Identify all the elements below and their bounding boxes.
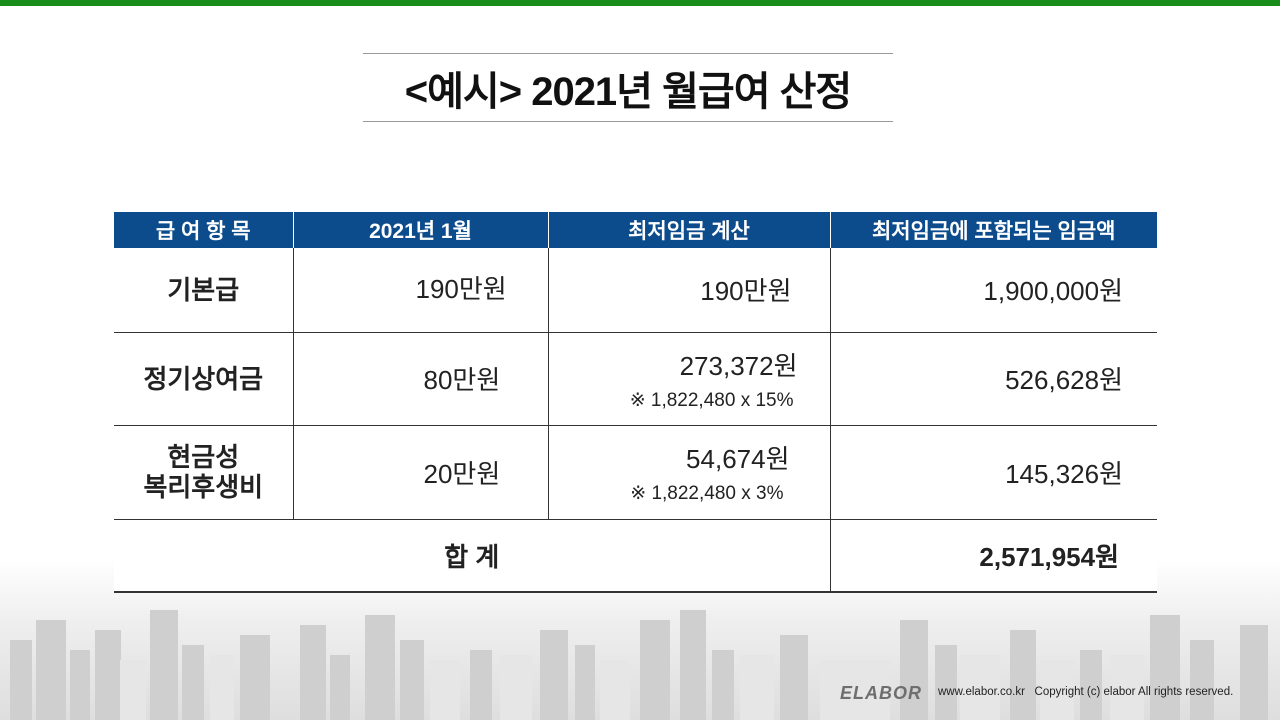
row-item-label: 정기상여금 [114, 332, 293, 426]
total-label: 합 계 [114, 519, 830, 593]
row-january-value: 80만원 [292, 332, 548, 426]
row-item-label: 기본급 [114, 248, 293, 333]
calc-note: ※ 1,822,480 x 15% [629, 389, 794, 411]
row-january-value: 190만원 [292, 248, 548, 333]
row-january-value: 20만원 [292, 425, 548, 520]
title-box: <예시> 2021년 월급여 산정 [363, 53, 893, 122]
row-item-label: 현금성 복리후생비 [114, 425, 293, 520]
page-title: <예시> 2021년 월급여 산정 [404, 69, 852, 114]
row-amount: 1,900,000원 [829, 248, 1157, 333]
table-row: 현금성 복리후생비 20만원 54,674원 ※ 1,822,480 x 3% … [114, 425, 1157, 520]
city-skyline-illustration [10, 610, 1268, 720]
table-total-row: 합 계 2,571,954원 [114, 519, 1157, 593]
table-row: 기본급 190만원 190만원 1,900,000원 [114, 248, 1157, 333]
row-calc-value: 190만원 [547, 248, 830, 333]
footer-copyright: www.elabor.co.kr Copyright (c) elabor Al… [938, 686, 1234, 698]
salary-table: 급 여 항 목 2021년 1월 최저임금 계산 최저임금에 포함되는 임금액 … [114, 212, 1157, 593]
header-min-wage-calc: 최저임금 계산 [547, 212, 830, 248]
row-calc-value: 273,372원 ※ 1,822,480 x 15% [547, 332, 830, 426]
row-calc-value: 54,674원 ※ 1,822,480 x 3% [547, 425, 830, 520]
header-item: 급 여 항 목 [114, 212, 293, 248]
row-amount: 526,628원 [829, 332, 1157, 426]
header-january: 2021년 1월 [292, 212, 548, 248]
table-header-row: 급 여 항 목 2021년 1월 최저임금 계산 최저임금에 포함되는 임금액 [114, 212, 1157, 248]
elabor-logo: ELABOR [840, 683, 922, 703]
top-accent-bar [0, 0, 1280, 6]
row-amount: 145,326원 [829, 425, 1157, 520]
calc-note: ※ 1,822,480 x 3% [630, 483, 784, 504]
header-included-amount: 최저임금에 포함되는 임금액 [829, 212, 1157, 248]
table-row: 정기상여금 80만원 273,372원 ※ 1,822,480 x 15% 52… [114, 332, 1157, 426]
total-amount: 2,571,954원 [829, 519, 1157, 593]
